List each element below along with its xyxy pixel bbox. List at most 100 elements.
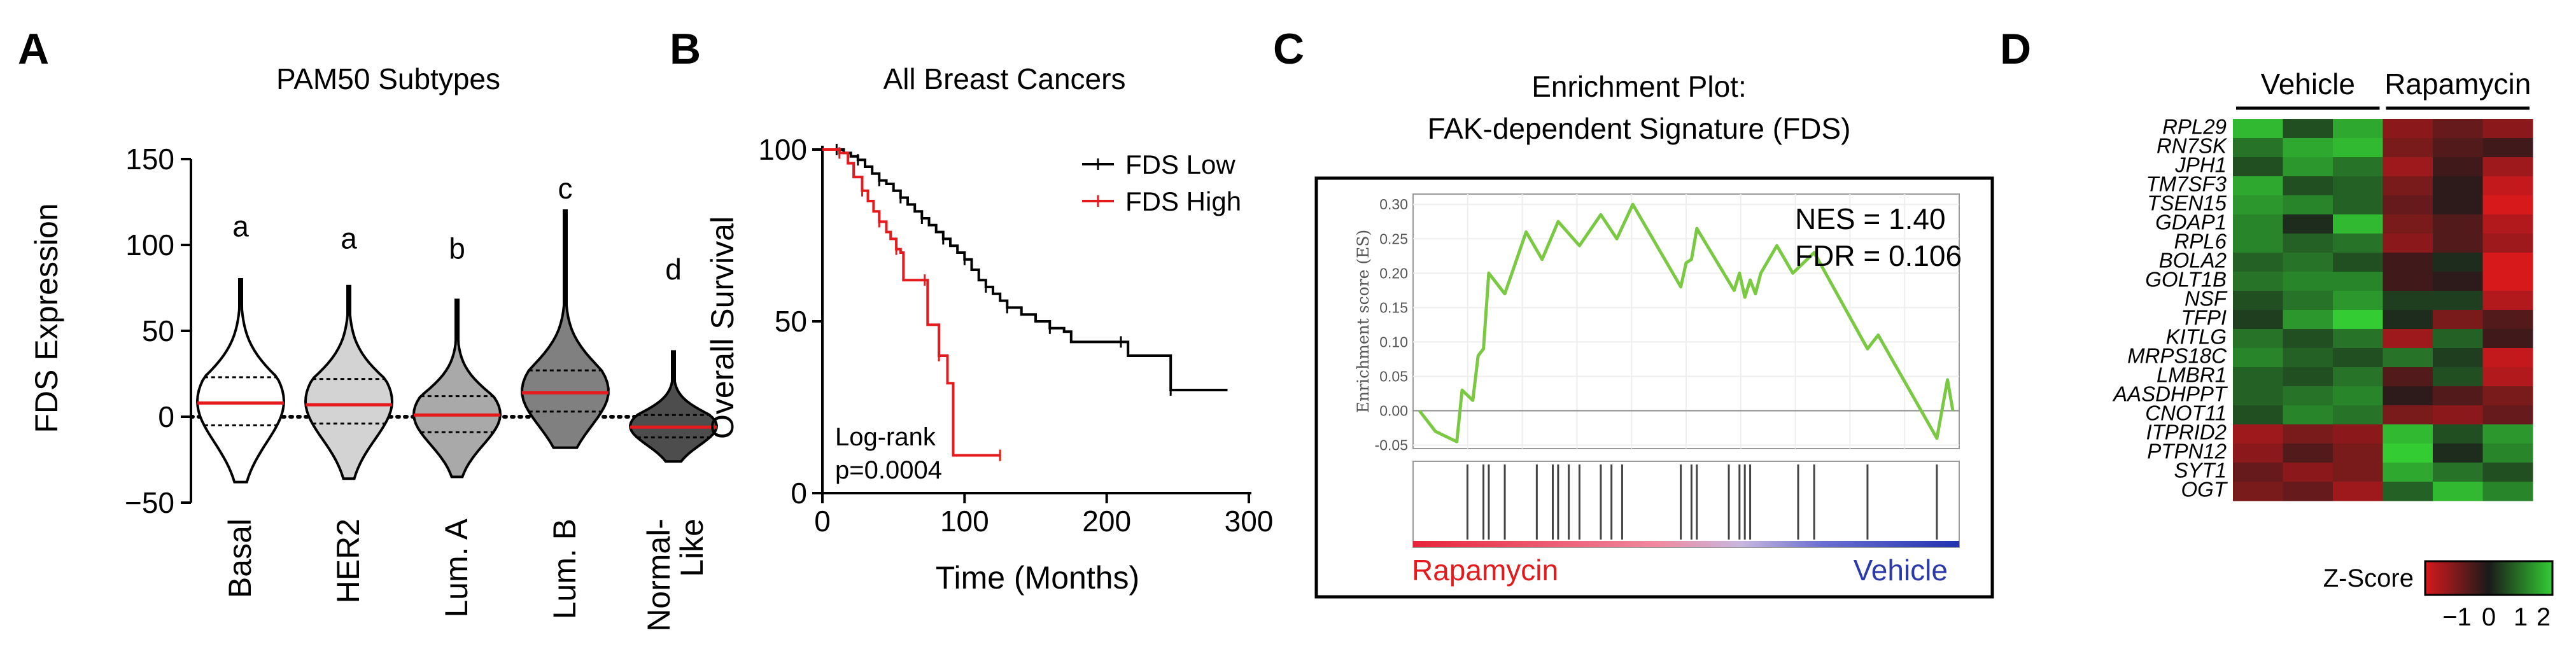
heatmap-cell xyxy=(2382,463,2433,482)
gene-label: TFPI xyxy=(2181,305,2227,329)
colorbar-label: Z-Score xyxy=(2323,564,2414,592)
heatmap-cell xyxy=(2482,367,2533,387)
gene-label: LMBR1 xyxy=(2157,363,2227,386)
heatmap-cell xyxy=(2233,348,2283,368)
heatmap-cell xyxy=(2382,482,2433,501)
x-tick-label: 300 xyxy=(1225,505,1274,538)
panel-label-c: C xyxy=(1273,25,1304,73)
y-tick-label: 0 xyxy=(791,477,807,510)
heatmap-cell xyxy=(2283,310,2333,330)
ranking-gradient-bar xyxy=(1413,541,1959,547)
heatmap-cell xyxy=(2482,119,2533,139)
heatmap-cell xyxy=(2333,424,2383,444)
heatmap-cell xyxy=(2233,119,2283,139)
group-label-vehicle: Vehicle xyxy=(2261,67,2355,101)
panel-label-a: A xyxy=(18,25,49,73)
heatmap-cell xyxy=(2482,310,2533,330)
heatmap-cell xyxy=(2283,291,2333,311)
gene-label: NSF xyxy=(2185,286,2228,310)
heatmap-cell xyxy=(2382,291,2433,311)
violin-1 xyxy=(195,278,286,484)
zscore-colorbar xyxy=(2424,560,2554,596)
y-tick-label: 0.10 xyxy=(1379,333,1408,350)
x-tick-label: Lum. A xyxy=(439,518,474,617)
gene-label: RN7SK xyxy=(2157,134,2228,157)
heatmap-cell xyxy=(2333,214,2383,234)
chart-title: All Breast Cancers xyxy=(883,62,1126,95)
heatmap-cell xyxy=(2433,214,2483,234)
heatmap-cell xyxy=(2433,443,2483,463)
panel-c-enrichment-plot: Enrichment Plot: FAK-dependent Signature… xyxy=(1314,70,1994,599)
heatmap-cell xyxy=(2333,443,2383,463)
nes-stat: NES = 1.40 xyxy=(1795,202,1946,235)
significance-letter: b xyxy=(449,232,465,265)
y-tick-label: 100 xyxy=(758,133,807,166)
panel-label-b: B xyxy=(670,25,701,73)
x-tick-label-line-1: Normal- xyxy=(641,519,677,632)
x-tick-label: 200 xyxy=(1082,505,1131,538)
gene-label: ITPRID2 xyxy=(2146,420,2227,443)
heatmap-cell xyxy=(2283,348,2333,368)
heatmap-cell xyxy=(2233,272,2283,291)
heatmap-cell xyxy=(2233,405,2283,425)
y-tick-label: 0.30 xyxy=(1379,196,1408,213)
heatmap-cell xyxy=(2333,291,2383,311)
heatmap-cell xyxy=(2333,482,2383,501)
heatmap-cell xyxy=(2482,176,2533,196)
heatmap-cell xyxy=(2233,424,2283,444)
heatmap-cell xyxy=(2283,482,2333,501)
heatmap-cell xyxy=(2382,176,2433,196)
stat-annotation-line-2: p=0.0004 xyxy=(835,456,942,484)
heatmap-cell xyxy=(2283,138,2333,158)
heatmap-cell xyxy=(2482,157,2533,177)
y-tick-label: 0 xyxy=(158,400,174,433)
gene-label: TSEN15 xyxy=(2147,191,2227,214)
heatmap-cell xyxy=(2333,329,2383,349)
x-tick-label-line-2: Like xyxy=(674,519,710,577)
heatmap-cell xyxy=(2433,367,2483,387)
gene-label: RPL6 xyxy=(2174,229,2227,253)
heatmap-cell xyxy=(2233,386,2283,406)
heatmap-cell xyxy=(2233,176,2283,196)
heatmap-cell xyxy=(2433,348,2483,368)
significance-letter: d xyxy=(665,253,682,286)
x-tick-label: 0 xyxy=(814,505,831,538)
y-tick-label: 0.05 xyxy=(1379,368,1408,384)
violin-4 xyxy=(521,209,610,449)
chart-title-line-2: FAK-dependent Signature (FDS) xyxy=(1428,112,1851,145)
gene-label: TM7SF3 xyxy=(2146,172,2227,195)
legend-label: FDS Low xyxy=(1125,150,1235,179)
heatmap-cell xyxy=(2283,119,2333,139)
survival-curve-high xyxy=(822,148,1001,457)
heatmap-cell xyxy=(2482,443,2533,463)
colorbar-tick-label: −1 xyxy=(2442,603,2472,631)
y-tick-label: -0.05 xyxy=(1375,437,1408,454)
legend-label: FDS High xyxy=(1125,186,1241,216)
panel-b-survival-chart: All Breast Cancers Overall Survival Time… xyxy=(705,62,1273,596)
heatmap-cell xyxy=(2283,329,2333,349)
gene-label: SYT1 xyxy=(2174,458,2227,482)
heatmap-cell xyxy=(2382,386,2433,406)
heatmap-cell xyxy=(2382,119,2433,139)
heatmap-cell xyxy=(2382,443,2433,463)
heatmap-cell xyxy=(2482,272,2533,291)
heatmap-cell xyxy=(2283,253,2333,272)
heatmap-cell xyxy=(2482,195,2533,215)
heatmap-cell xyxy=(2233,482,2283,501)
heatmap-cell xyxy=(2283,195,2333,215)
chart-title-line-1: Enrichment Plot: xyxy=(1531,70,1746,103)
gene-label: GDAP1 xyxy=(2155,210,2227,234)
stat-annotation-line-1: Log-rank xyxy=(835,423,936,451)
violin-3 xyxy=(412,298,502,478)
x-tick-label: Lum. B xyxy=(547,519,582,619)
y-tick-label: −50 xyxy=(125,486,174,519)
heatmap-cell xyxy=(2283,424,2333,444)
heatmap-cell xyxy=(2333,310,2383,330)
heatmap-cell xyxy=(2333,253,2383,272)
y-tick-label: 150 xyxy=(125,143,174,176)
survival-curve-low xyxy=(822,148,1228,391)
right-phenotype-label: Vehicle xyxy=(1854,554,1948,587)
heatmap-cell xyxy=(2333,119,2383,139)
heatmap-cell xyxy=(2233,310,2283,330)
enrichment-score-line xyxy=(1418,202,1955,443)
